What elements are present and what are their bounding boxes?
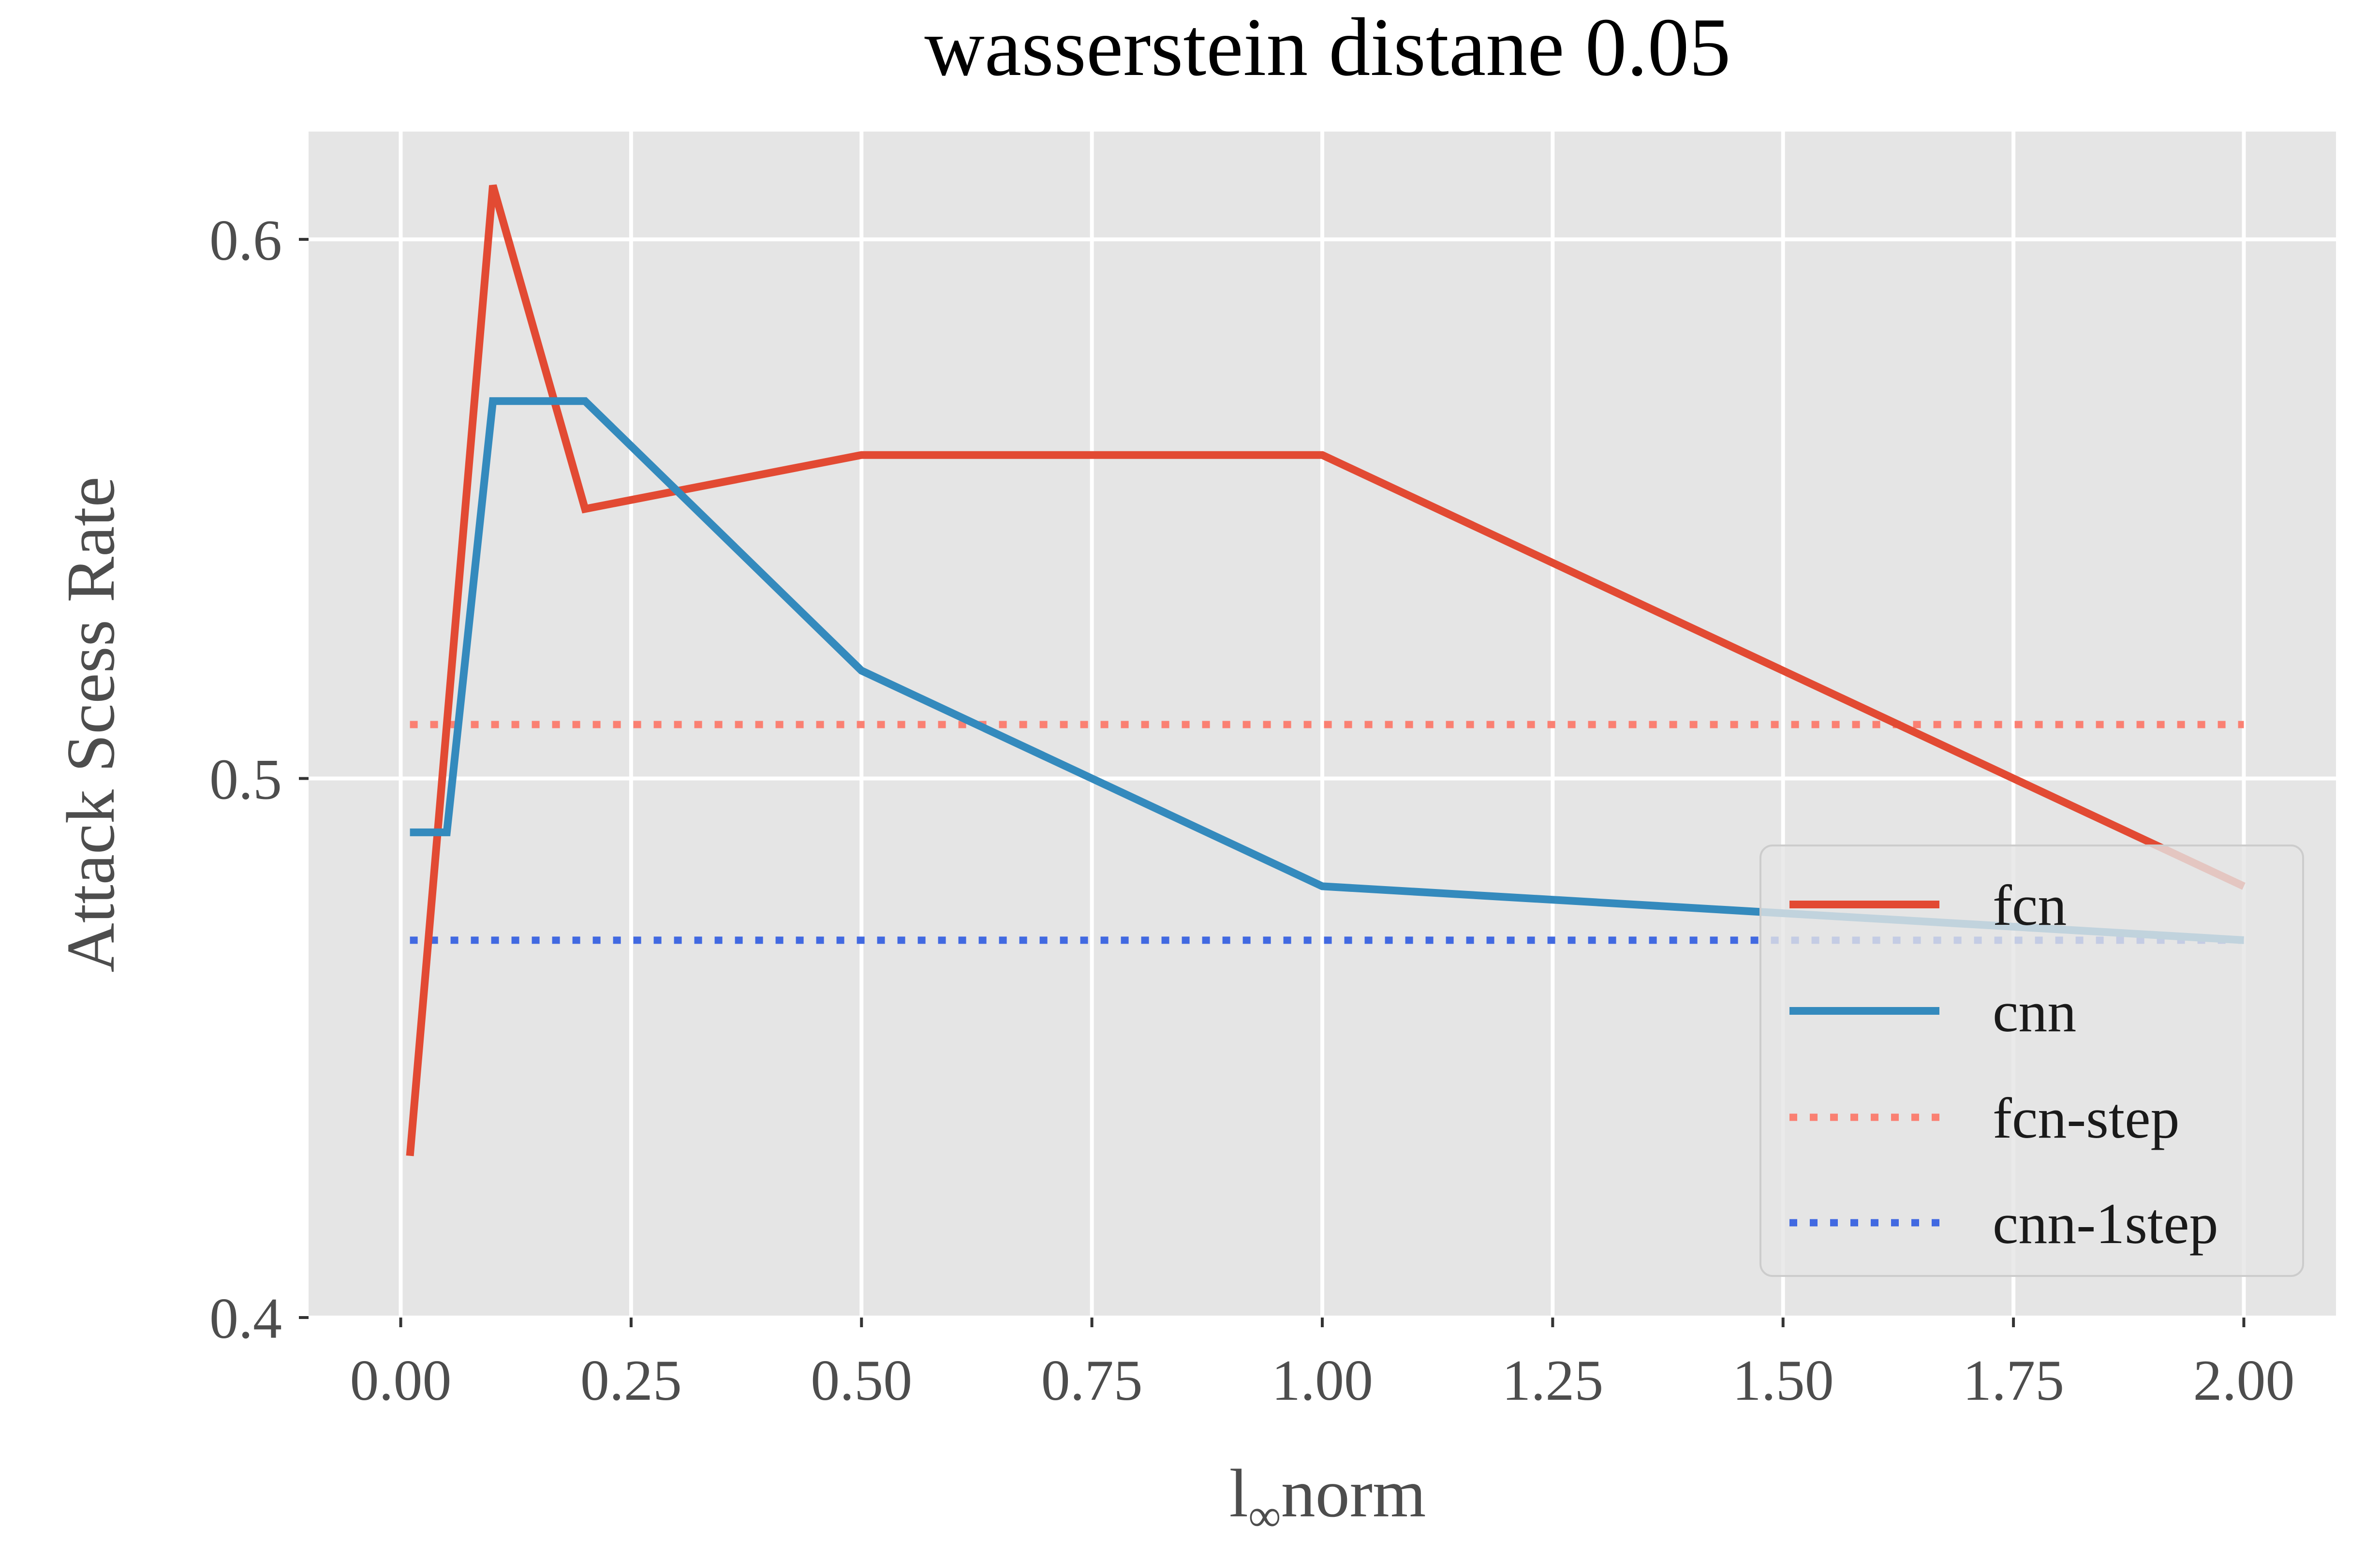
x-tick-label: 1.50 xyxy=(1732,1348,1834,1412)
legend: fcn cnn fcn-step cnn-1step xyxy=(1759,845,2304,1277)
x-tick-label: 1.00 xyxy=(1271,1348,1373,1412)
x-tick-label: 1.25 xyxy=(1502,1348,1603,1412)
legend-label-cnn-1step: cnn-1step xyxy=(1993,1191,2218,1256)
series-line-cnn xyxy=(410,397,2244,944)
series-line-fcn xyxy=(406,184,2246,1156)
x-axis-label-subscript: ∞ xyxy=(1248,1490,1281,1541)
x-axis-label-main: l xyxy=(1229,1455,1248,1531)
legend-label-cnn: cnn xyxy=(1993,979,2076,1044)
legend-box xyxy=(1759,845,2304,1277)
y-tick-label: 0.4 xyxy=(209,1286,282,1350)
axes: 0.00 0.25 0.50 0.75 1.00 1.25 1.50 1.75 2.00 0.4 0… xyxy=(209,208,2294,1412)
x-tick-label: 0.50 xyxy=(811,1348,912,1412)
chart-title: wasserstein distane 0.05 xyxy=(924,1,1730,93)
y-tick-label: 0.5 xyxy=(209,747,282,811)
legend-label-fcn-step: fcn-step xyxy=(1993,1086,2179,1150)
x-tick-label: 2.00 xyxy=(2193,1348,2294,1412)
x-tick-label: 0.75 xyxy=(1041,1348,1143,1412)
y-tick-label: 0.6 xyxy=(209,208,282,272)
x-axis-label-rest: norm xyxy=(1281,1455,1426,1531)
x-axis-label: l∞norm xyxy=(1229,1455,1426,1541)
legend-label-fcn: fcn xyxy=(1993,873,2067,937)
y-axis-label: Attack Scess Rate xyxy=(52,476,129,972)
x-tick-label: 1.75 xyxy=(1963,1348,2064,1412)
x-tick-label: 0.00 xyxy=(350,1348,452,1412)
x-tick-label: 0.25 xyxy=(580,1348,682,1412)
